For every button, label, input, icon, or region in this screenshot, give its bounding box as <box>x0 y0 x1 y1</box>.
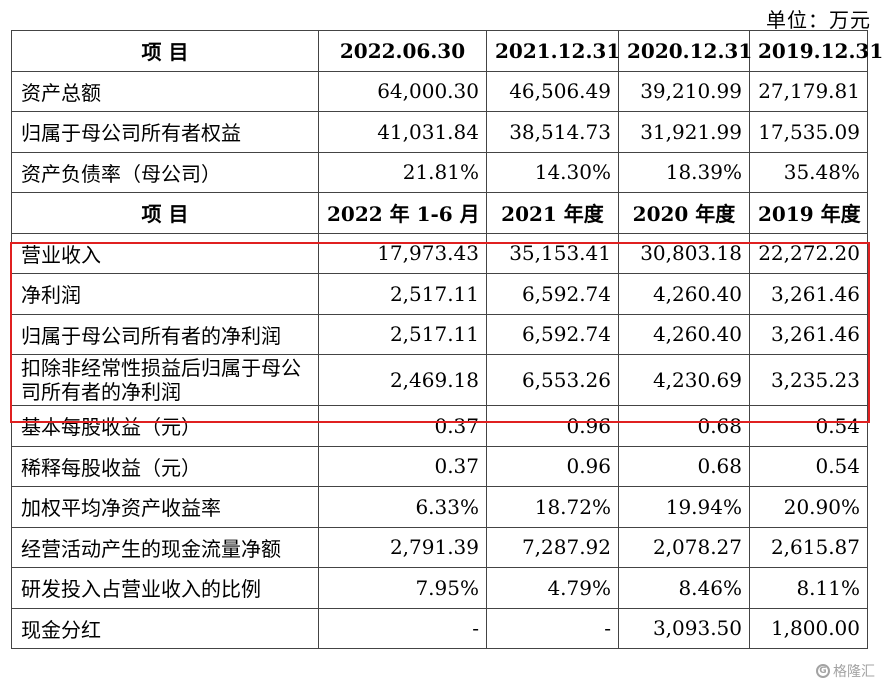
unit-label: 单位：万元 <box>766 8 871 32</box>
header-row-balance: 项 目 2022.06.30 2021.12.31 2020.12.31 201… <box>11 30 883 72</box>
cell-value: 64,000.30 <box>318 70 487 112</box>
cell-value: 18.72% <box>486 486 619 528</box>
cell-value: 8.11% <box>749 567 868 609</box>
cell-value: 0.54 <box>749 405 868 447</box>
cell-value: 0.96 <box>486 405 619 447</box>
cell-value: 3,261.46 <box>749 313 868 355</box>
row-label: 经营活动产生的现金流量净额 <box>11 526 319 568</box>
table-row: 资产总额 64,000.30 46,506.49 39,210.99 27,17… <box>11 70 868 112</box>
cell-value: 27,179.81 <box>749 70 868 112</box>
row-label: 现金分红 <box>11 607 319 649</box>
row-label: 稀释每股收益（元） <box>11 445 319 487</box>
table-row: 稀释每股收益（元） 0.37 0.96 0.68 0.54 <box>11 445 868 487</box>
cell-value: 2,791.39 <box>318 526 487 568</box>
cell-value: - <box>318 607 487 649</box>
cell-value: 6,553.26 <box>486 354 619 406</box>
cell-value: 2,517.11 <box>318 273 487 315</box>
header-item: 项 目 <box>11 192 319 234</box>
row-label: 归属于母公司所有者权益 <box>11 111 319 153</box>
header-col: 2020.12.31 <box>618 30 752 72</box>
cell-value: 2,615.87 <box>749 526 868 568</box>
watermark-logo-icon: G <box>816 664 830 678</box>
financial-table: 项 目 2022.06.30 2021.12.31 2020.12.31 201… <box>11 30 883 649</box>
cell-value: 41,031.84 <box>318 111 487 153</box>
cell-value: 3,093.50 <box>618 607 750 649</box>
table-row: 经营活动产生的现金流量净额 2,791.39 7,287.92 2,078.27… <box>11 526 868 568</box>
header-col: 2020 年度 <box>618 192 750 234</box>
cell-value: 38,514.73 <box>486 111 619 153</box>
cell-value: 7.95% <box>318 567 487 609</box>
header-row-income: 项 目 2022 年 1-6 月 2021 年度 2020 年度 2019 年度 <box>11 192 868 234</box>
table-row: 营业收入 17,973.43 35,153.41 30,803.18 22,27… <box>11 232 868 274</box>
table-row: 研发投入占营业收入的比例 7.95% 4.79% 8.46% 8.11% <box>11 567 868 609</box>
table-row: 净利润 2,517.11 6,592.74 4,260.40 3,261.46 <box>11 273 868 315</box>
table-row: 加权平均净资产收益率 6.33% 18.72% 19.94% 20.90% <box>11 486 868 528</box>
cell-value: 6,592.74 <box>486 273 619 315</box>
header-col: 2021 年度 <box>486 192 619 234</box>
header-col: 2019 年度 <box>749 192 868 234</box>
cell-value: 30,803.18 <box>618 232 750 274</box>
row-label: 加权平均净资产收益率 <box>11 486 319 528</box>
header-col: 2021.12.31 <box>486 30 620 72</box>
cell-value: 0.96 <box>486 445 619 487</box>
cell-value: 0.37 <box>318 405 487 447</box>
cell-value: 35,153.41 <box>486 232 619 274</box>
cell-value: 14.30% <box>486 151 619 193</box>
cell-value: 22,272.20 <box>749 232 868 274</box>
cell-value: 0.68 <box>618 405 750 447</box>
table-row: 归属于母公司所有者权益 41,031.84 38,514.73 31,921.9… <box>11 111 868 153</box>
cell-value: 4.79% <box>486 567 619 609</box>
cell-value: 3,235.23 <box>749 354 868 406</box>
watermark-text: 格隆汇 <box>833 664 875 680</box>
row-label: 研发投入占营业收入的比例 <box>11 567 319 609</box>
cell-value: 0.37 <box>318 445 487 487</box>
header-col: 2022 年 1-6 月 <box>318 192 487 234</box>
header-col: 2022.06.30 <box>318 30 487 72</box>
cell-value: 6.33% <box>318 486 487 528</box>
cell-value: 35.48% <box>749 151 868 193</box>
cell-value: 7,287.92 <box>486 526 619 568</box>
row-label: 资产负债率（母公司） <box>11 151 319 193</box>
cell-value: 0.54 <box>749 445 868 487</box>
cell-value: 2,517.11 <box>318 313 487 355</box>
cell-value: 8.46% <box>618 567 750 609</box>
row-label: 扣除非经常性损益后归属于母公司所有者的净利润 <box>11 354 319 406</box>
row-label: 净利润 <box>11 273 319 315</box>
row-label: 营业收入 <box>11 232 319 274</box>
table-row: 扣除非经常性损益后归属于母公司所有者的净利润 2,469.18 6,553.26… <box>11 354 868 406</box>
cell-value: 39,210.99 <box>618 70 750 112</box>
header-item: 项 目 <box>11 30 319 72</box>
cell-value: 0.68 <box>618 445 750 487</box>
cell-value: 2,078.27 <box>618 526 750 568</box>
cell-value: 18.39% <box>618 151 750 193</box>
table-row: 资产负债率（母公司） 21.81% 14.30% 18.39% 35.48% <box>11 151 868 193</box>
cell-value: - <box>486 607 619 649</box>
cell-value: 2,469.18 <box>318 354 487 406</box>
table-row: 现金分红 - - 3,093.50 1,800.00 <box>11 607 868 649</box>
row-label: 归属于母公司所有者的净利润 <box>11 313 319 355</box>
cell-value: 4,230.69 <box>618 354 750 406</box>
cell-value: 4,260.40 <box>618 273 750 315</box>
cell-value: 19.94% <box>618 486 750 528</box>
cell-value: 17,973.43 <box>318 232 487 274</box>
cell-value: 17,535.09 <box>749 111 868 153</box>
cell-value: 46,506.49 <box>486 70 619 112</box>
cell-value: 20.90% <box>749 486 868 528</box>
cell-value: 21.81% <box>318 151 487 193</box>
row-label: 基本每股收益（元） <box>11 405 319 447</box>
cell-value: 4,260.40 <box>618 313 750 355</box>
table-row: 基本每股收益（元） 0.37 0.96 0.68 0.54 <box>11 405 868 447</box>
cell-value: 1,800.00 <box>749 607 868 649</box>
table-row: 归属于母公司所有者的净利润 2,517.11 6,592.74 4,260.40… <box>11 313 868 355</box>
cell-value: 3,261.46 <box>749 273 868 315</box>
cell-value: 31,921.99 <box>618 111 750 153</box>
header-col: 2019.12.31 <box>749 30 883 72</box>
cell-value: 6,592.74 <box>486 313 619 355</box>
watermark: G 格隆汇 <box>816 661 875 681</box>
row-label: 资产总额 <box>11 70 319 112</box>
